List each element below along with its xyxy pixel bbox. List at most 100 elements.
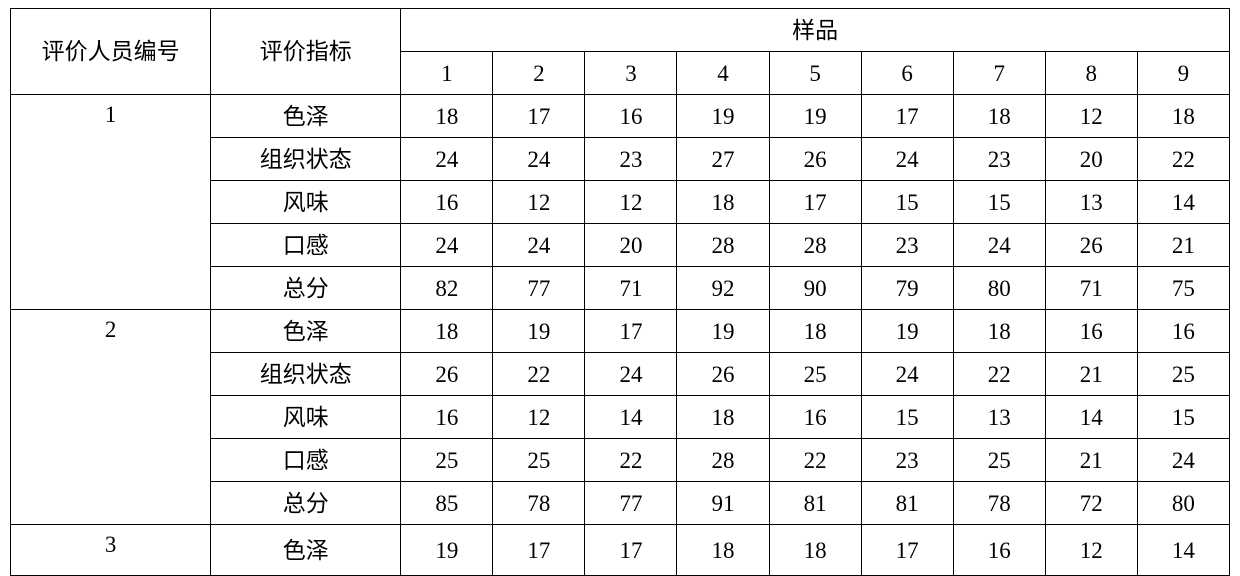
value-cell: 18: [401, 310, 493, 353]
value-cell: 23: [861, 224, 953, 267]
value-cell: 81: [861, 482, 953, 525]
value-cell: 24: [401, 138, 493, 181]
header-row-1: 评价人员编号 评价指标 样品: [11, 9, 1230, 52]
col-header-sample: 5: [769, 52, 861, 95]
metric-cell: 色泽: [211, 95, 401, 138]
value-cell: 80: [1137, 482, 1229, 525]
value-cell: 24: [861, 138, 953, 181]
table-body: 1色泽181716191917181218组织状态242423272624232…: [11, 95, 1230, 576]
table-header: 评价人员编号 评价指标 样品 1 2 3 4 5 6 7 8 9: [11, 9, 1230, 95]
evaluation-table: 评价人员编号 评价指标 样品 1 2 3 4 5 6 7 8 9 1色泽1817…: [10, 8, 1230, 576]
value-cell: 15: [861, 396, 953, 439]
value-cell: 25: [493, 439, 585, 482]
value-cell: 18: [677, 525, 769, 576]
value-cell: 19: [677, 310, 769, 353]
value-cell: 72: [1045, 482, 1137, 525]
metric-cell: 总分: [211, 482, 401, 525]
value-cell: 18: [769, 525, 861, 576]
value-cell: 78: [953, 482, 1045, 525]
value-cell: 16: [401, 396, 493, 439]
value-cell: 19: [677, 95, 769, 138]
value-cell: 28: [677, 439, 769, 482]
value-cell: 17: [861, 95, 953, 138]
value-cell: 24: [585, 353, 677, 396]
value-cell: 18: [1137, 95, 1229, 138]
metric-cell: 风味: [211, 396, 401, 439]
value-cell: 21: [1137, 224, 1229, 267]
value-cell: 79: [861, 267, 953, 310]
value-cell: 90: [769, 267, 861, 310]
value-cell: 14: [1137, 525, 1229, 576]
metric-cell: 风味: [211, 181, 401, 224]
col-header-sample: 8: [1045, 52, 1137, 95]
value-cell: 12: [493, 181, 585, 224]
value-cell: 24: [493, 224, 585, 267]
value-cell: 17: [585, 525, 677, 576]
value-cell: 14: [1137, 181, 1229, 224]
col-header-sample: 4: [677, 52, 769, 95]
value-cell: 15: [1137, 396, 1229, 439]
value-cell: 91: [677, 482, 769, 525]
value-cell: 24: [953, 224, 1045, 267]
col-header-sample: 9: [1137, 52, 1229, 95]
value-cell: 26: [401, 353, 493, 396]
value-cell: 16: [585, 95, 677, 138]
col-header-sample: 7: [953, 52, 1045, 95]
value-cell: 26: [1045, 224, 1137, 267]
col-header-sample-group: 样品: [401, 9, 1230, 52]
value-cell: 18: [401, 95, 493, 138]
value-cell: 17: [861, 525, 953, 576]
value-cell: 25: [769, 353, 861, 396]
value-cell: 21: [1045, 353, 1137, 396]
value-cell: 71: [585, 267, 677, 310]
value-cell: 24: [1137, 439, 1229, 482]
value-cell: 78: [493, 482, 585, 525]
value-cell: 20: [585, 224, 677, 267]
value-cell: 77: [585, 482, 677, 525]
value-cell: 15: [861, 181, 953, 224]
value-cell: 16: [401, 181, 493, 224]
col-header-sample: 1: [401, 52, 493, 95]
value-cell: 14: [1045, 396, 1137, 439]
value-cell: 28: [677, 224, 769, 267]
value-cell: 75: [1137, 267, 1229, 310]
metric-cell: 色泽: [211, 525, 401, 576]
evaluator-id-cell: 1: [11, 95, 211, 310]
value-cell: 18: [769, 310, 861, 353]
value-cell: 23: [585, 138, 677, 181]
value-cell: 26: [677, 353, 769, 396]
metric-cell: 总分: [211, 267, 401, 310]
value-cell: 16: [1045, 310, 1137, 353]
value-cell: 19: [401, 525, 493, 576]
value-cell: 24: [861, 353, 953, 396]
value-cell: 12: [585, 181, 677, 224]
col-header-sample: 2: [493, 52, 585, 95]
value-cell: 92: [677, 267, 769, 310]
value-cell: 28: [769, 224, 861, 267]
value-cell: 23: [861, 439, 953, 482]
value-cell: 16: [769, 396, 861, 439]
value-cell: 18: [953, 95, 1045, 138]
evaluator-id-cell: 3: [11, 525, 211, 576]
value-cell: 15: [953, 181, 1045, 224]
col-header-metric: 评价指标: [211, 9, 401, 95]
metric-cell: 组织状态: [211, 138, 401, 181]
value-cell: 17: [493, 95, 585, 138]
value-cell: 80: [953, 267, 1045, 310]
value-cell: 71: [1045, 267, 1137, 310]
value-cell: 16: [1137, 310, 1229, 353]
value-cell: 22: [493, 353, 585, 396]
value-cell: 19: [861, 310, 953, 353]
col-header-evaluator: 评价人员编号: [11, 9, 211, 95]
value-cell: 12: [1045, 95, 1137, 138]
value-cell: 85: [401, 482, 493, 525]
value-cell: 16: [953, 525, 1045, 576]
value-cell: 12: [493, 396, 585, 439]
value-cell: 17: [585, 310, 677, 353]
metric-cell: 组织状态: [211, 353, 401, 396]
value-cell: 17: [493, 525, 585, 576]
table-row: 3色泽191717181817161214: [11, 525, 1230, 576]
value-cell: 27: [677, 138, 769, 181]
value-cell: 22: [769, 439, 861, 482]
value-cell: 21: [1045, 439, 1137, 482]
